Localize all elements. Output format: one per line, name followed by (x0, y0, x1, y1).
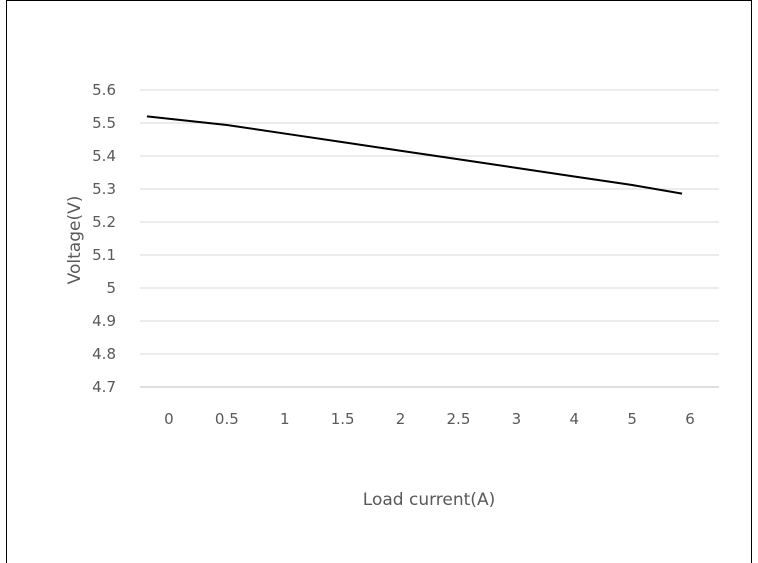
y-tick-label: 5.4 (92, 147, 116, 165)
y-tick-labels: 4.7 4.8 4.9 5 5.1 5.2 5.3 5.4 5.5 5.6 (92, 81, 116, 396)
x-tick-label: 2.5 (447, 410, 471, 428)
y-tick-label: 5.1 (92, 246, 116, 264)
x-tick-label: 1.5 (331, 410, 355, 428)
series-line (146, 115, 683, 195)
y-tick-label: 4.7 (92, 378, 116, 396)
y-tick-label: 5.6 (92, 81, 116, 99)
x-tick-label: 4 (569, 410, 579, 428)
y-tick-label: 4.8 (92, 345, 116, 363)
x-tick-labels: 0 0.5 1 1.5 2 2.5 3 4 5 6 (164, 410, 695, 428)
gridlines (140, 89, 719, 388)
chart-frame (6, 0, 752, 563)
y-axis-title: Voltage(V) (65, 196, 85, 285)
x-tick-label: 0.5 (215, 410, 239, 428)
x-tick-label: 0 (164, 410, 174, 428)
y-tick-label: 5.5 (92, 114, 116, 132)
x-tick-label: 6 (685, 410, 695, 428)
x-axis-title: Load current(A) (363, 490, 495, 510)
y-tick-label: 5 (106, 279, 116, 297)
x-tick-label: 1 (280, 410, 290, 428)
y-tick-label: 5.2 (92, 213, 116, 231)
x-tick-label: 5 (627, 410, 637, 428)
y-tick-label: 5.3 (92, 180, 116, 198)
x-tick-label: 3 (512, 410, 522, 428)
x-tick-label: 2 (396, 410, 406, 428)
y-tick-label: 4.9 (92, 312, 116, 330)
series-lines (146, 115, 683, 195)
